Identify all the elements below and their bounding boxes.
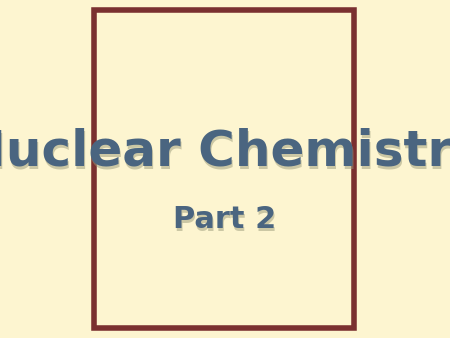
Text: Nuclear Chemistry: Nuclear Chemistry (0, 128, 450, 176)
Text: Part 2: Part 2 (172, 205, 276, 234)
Text: Part 2: Part 2 (174, 208, 277, 237)
Text: Nuclear Chemistry: Nuclear Chemistry (0, 131, 450, 179)
